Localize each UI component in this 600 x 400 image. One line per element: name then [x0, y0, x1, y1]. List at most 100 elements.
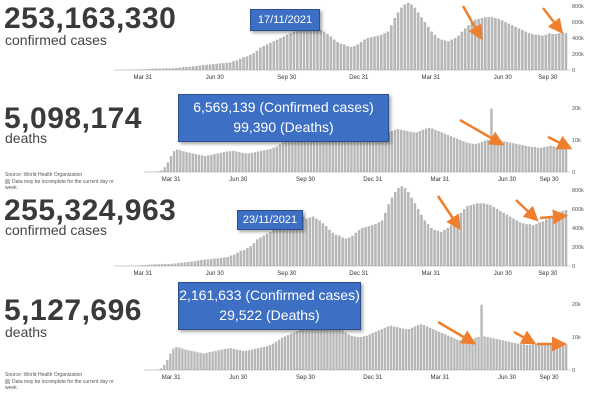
- bar: [359, 337, 362, 370]
- bar: [487, 140, 490, 172]
- bar: [154, 264, 157, 266]
- bar: [558, 146, 562, 172]
- date-callout: 17/11/2021: [250, 9, 320, 31]
- bar: [515, 143, 518, 172]
- bar: [540, 147, 543, 172]
- bar: [447, 41, 450, 70]
- bar: [321, 223, 325, 266]
- bar: [561, 32, 564, 70]
- bar: [193, 261, 197, 266]
- bar: [397, 188, 400, 266]
- bar: [275, 39, 279, 70]
- bar: [520, 30, 524, 70]
- deaths-chart-2: Mar 31 Jun 30 Sep 30 Dec 31 Mar 31 Jun 30 Sep …: [144, 302, 581, 381]
- bar: [157, 369, 160, 370]
- bar: [484, 17, 487, 70]
- confirmed-cases-label: confirmed cases: [5, 222, 107, 238]
- bar: [246, 247, 249, 266]
- bar: [272, 41, 276, 70]
- bar: [459, 140, 462, 172]
- bar: [302, 26, 306, 70]
- bar: [282, 36, 286, 70]
- y-tick-label: 200k: [572, 245, 584, 251]
- bar: [537, 342, 541, 370]
- bar: [489, 337, 492, 370]
- bar: [286, 335, 290, 370]
- y-tick-label: 10k: [572, 138, 581, 144]
- bar: [374, 331, 377, 370]
- bar: [369, 37, 373, 70]
- x-tick-label: Sep 30: [538, 75, 558, 81]
- bar: [450, 337, 453, 370]
- bar: [225, 151, 229, 172]
- bar: [283, 336, 287, 370]
- bar: [308, 325, 311, 370]
- bar: [564, 209, 568, 266]
- y-tick-label: 0: [572, 368, 575, 374]
- bar: [467, 25, 470, 70]
- bar: [245, 56, 249, 70]
- bar: [322, 31, 326, 71]
- bar: [540, 343, 544, 370]
- bar: [495, 338, 498, 370]
- bar: [266, 149, 269, 172]
- bar: [492, 338, 495, 370]
- bar: [453, 38, 457, 70]
- bar: [400, 7, 403, 71]
- bar: [326, 34, 329, 70]
- x-tick-label: Sep 30: [540, 177, 560, 183]
- panel-cases-23-11: Mar 31 Jun 30 Sep 30 Dec 31 Mar 31 Jun 30 Sep …: [0, 186, 600, 296]
- bar: [504, 22, 507, 70]
- deaths-total: 5,127,696: [4, 294, 142, 327]
- bar: [421, 129, 425, 172]
- bar: [510, 342, 513, 370]
- bar: [216, 153, 219, 172]
- bar: [564, 146, 568, 172]
- bar: [175, 67, 178, 70]
- bar: [320, 320, 323, 370]
- bar: [220, 349, 223, 370]
- bar: [518, 222, 522, 266]
- bar: [178, 347, 181, 370]
- x-tick-label: Jun 30: [229, 177, 248, 183]
- bar: [222, 63, 225, 70]
- legend-text: Data may be incomplete for the current d…: [5, 179, 114, 191]
- bar: [410, 327, 414, 370]
- bar: [271, 343, 275, 370]
- bar: [334, 127, 338, 172]
- bar: [338, 235, 341, 266]
- bar: [441, 333, 444, 370]
- bar: [502, 212, 505, 266]
- bar: [163, 263, 167, 266]
- bar: [350, 335, 353, 370]
- bar: [432, 329, 435, 370]
- bar: [181, 67, 185, 70]
- bar: [499, 210, 502, 266]
- bar: [558, 211, 561, 266]
- y-tick-label: 400k: [572, 36, 584, 42]
- bar: [172, 348, 175, 370]
- bar: [459, 340, 462, 370]
- x-tick-label: Jun 30: [206, 271, 225, 277]
- bar: [347, 133, 350, 172]
- x-tick-label: Mar 31: [431, 177, 450, 183]
- bar: [518, 144, 521, 172]
- bar: [311, 324, 314, 370]
- bar: [347, 334, 350, 370]
- bar: [170, 263, 174, 266]
- bar: [185, 66, 188, 70]
- country-figures-callout: 2,161,633 (Confirmed cases) 29,522 (Deat…: [178, 282, 361, 330]
- bar: [433, 229, 436, 266]
- bar: [389, 325, 393, 370]
- x-tick-label: Mar 31: [133, 271, 152, 277]
- x-tick-label: Jun 30: [498, 177, 517, 183]
- bar: [505, 214, 509, 266]
- bar: [362, 336, 365, 370]
- bar: [253, 152, 257, 172]
- bar: [541, 221, 545, 266]
- callout-line: 29,522 (Deaths): [219, 307, 320, 323]
- bar: [465, 142, 468, 172]
- bar: [260, 150, 263, 172]
- bar: [519, 344, 523, 370]
- bar: [404, 329, 408, 370]
